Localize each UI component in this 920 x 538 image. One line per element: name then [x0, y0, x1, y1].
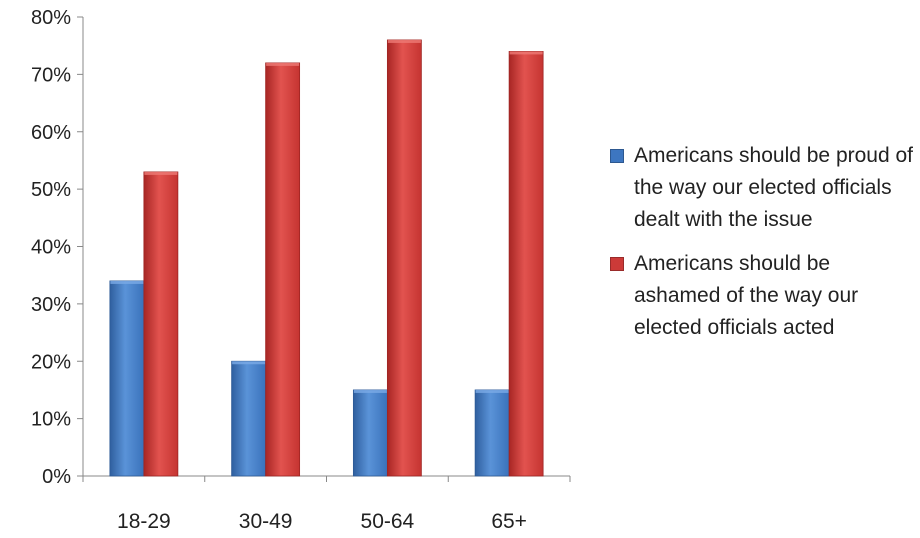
x-tick-label: 30-49: [239, 510, 293, 533]
bar-proud-65+: [474, 389, 510, 477]
legend-swatch-proud: [610, 149, 624, 163]
x-tick-label: 65+: [491, 510, 527, 533]
y-tick-label: 50%: [31, 179, 71, 201]
bar-ashamed-30-49: [265, 62, 301, 477]
legend: Americans should be proud of the way our…: [608, 140, 918, 356]
x-tick-label: 18-29: [117, 510, 171, 533]
y-tick-label: 30%: [31, 294, 71, 316]
x-tick-label: 50-64: [361, 510, 415, 533]
bar-ashamed-18-29: [143, 171, 179, 477]
bar-proud-18-29: [109, 280, 145, 477]
y-tick-label: 60%: [31, 122, 71, 144]
bar-proud-30-49: [231, 360, 267, 477]
bar-highlight: [475, 389, 509, 393]
tick-labels: 0% 10% 20% 30% 40% 50% 60% 70% 80% 18-29 30-49 50-6…: [31, 7, 527, 533]
legend-item-proud: Americans should be proud of the way our…: [608, 140, 918, 236]
y-tick-label: 80%: [31, 7, 71, 29]
bar-highlight: [232, 361, 266, 365]
bar-proud-50-64: [352, 389, 388, 477]
bar-highlight: [144, 171, 178, 175]
bar-highlight: [387, 39, 421, 43]
bar-highlight: [509, 51, 543, 55]
legend-item-ashamed: Americans should be ashamed of the way o…: [608, 248, 918, 344]
y-tick-label: 0%: [42, 466, 71, 488]
bar-highlight: [266, 62, 300, 66]
bar-highlight: [110, 280, 144, 284]
legend-label-proud: Americans should be proud of the way our…: [634, 144, 913, 231]
bar-highlight: [353, 389, 387, 393]
legend-label-ashamed: Americans should be ashamed of the way o…: [634, 252, 859, 339]
bars: [109, 39, 544, 477]
y-tick-label: 70%: [31, 64, 71, 86]
y-tick-label: 20%: [31, 351, 71, 373]
bar-ashamed-50-64: [386, 39, 422, 477]
y-tick-label: 40%: [31, 237, 71, 259]
legend-swatch-ashamed: [610, 257, 624, 271]
bar-ashamed-65+: [508, 51, 544, 477]
y-tick-label: 10%: [31, 409, 71, 431]
